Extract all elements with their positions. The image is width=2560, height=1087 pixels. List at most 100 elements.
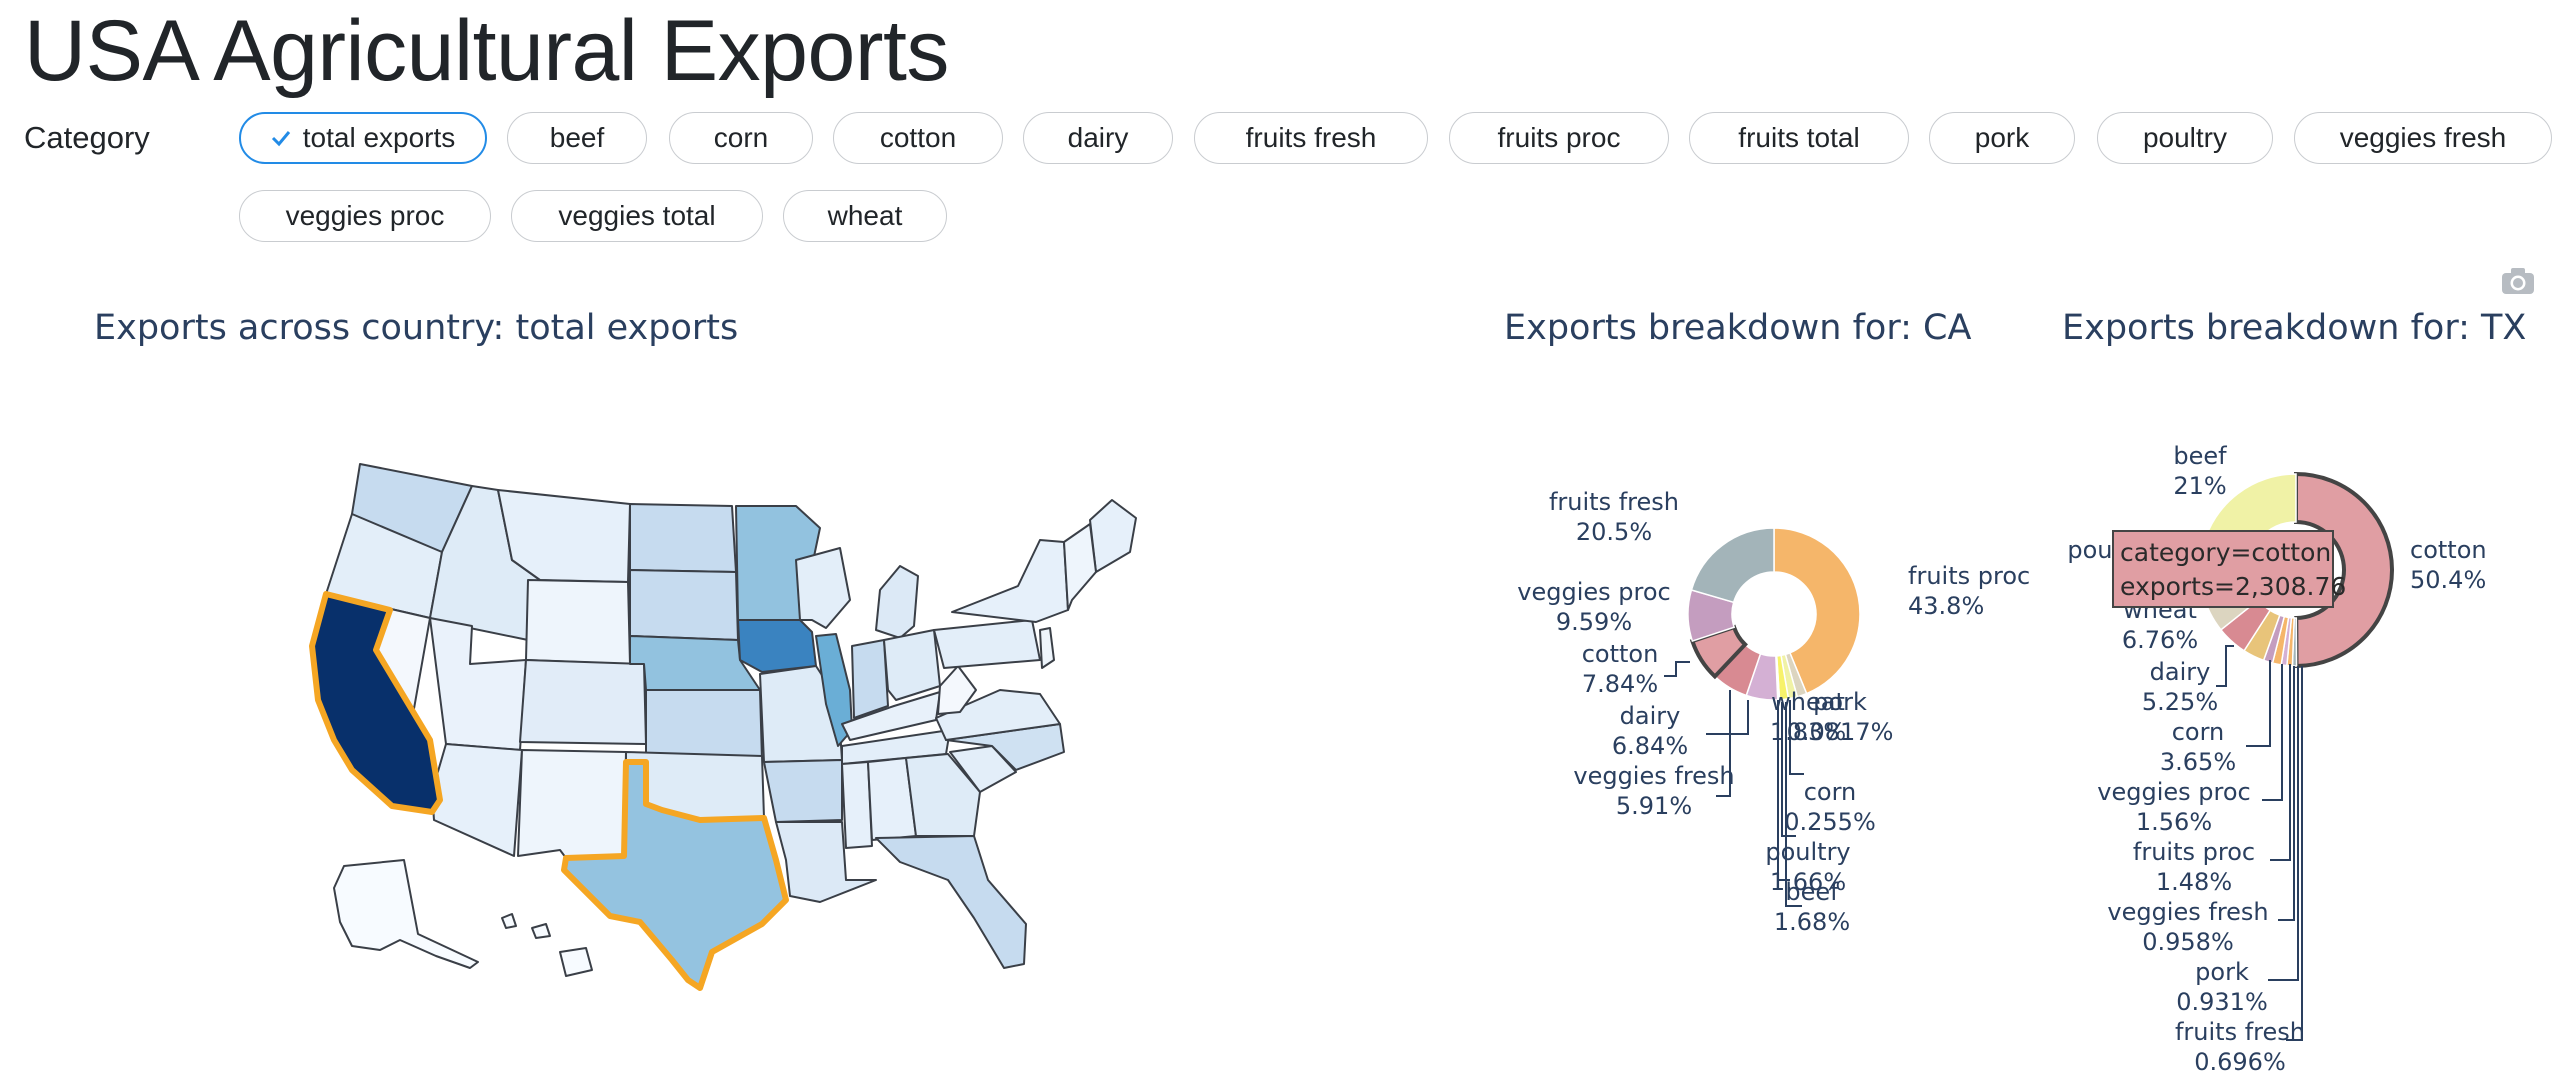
pie-slice-label: veggies fresh 5.91% [1573, 762, 1734, 820]
pie-slice-label: pork 0.0817% [1787, 688, 1894, 746]
pie-leader-line [2270, 664, 2291, 861]
pie-leader-line [1789, 700, 1804, 775]
state-nj [1039, 627, 1055, 669]
map-chart-title: Exports across country: total exports [94, 308, 739, 348]
tx-donut[interactable]: cotton 50.4%fruits fresh 0.696%pork 0.931%v… [2067, 442, 2486, 1076]
category-chip-label: dairy [1067, 122, 1129, 153]
category-chip-label: wheat [827, 200, 903, 231]
category-chip-fruits-fresh[interactable]: fruits fresh [1194, 112, 1428, 164]
category-chip-label: veggies total [558, 200, 716, 231]
state-tx [561, 759, 789, 991]
state-fl [875, 835, 1027, 969]
category-chip-label: pork [1974, 122, 2030, 153]
state-wi [795, 547, 851, 629]
state-mi [875, 565, 919, 639]
category-chip-veggies-proc[interactable]: veggies proc [239, 190, 491, 242]
state-va [935, 689, 1061, 741]
state-ms [841, 761, 873, 849]
pie-slice-label: corn 3.65% [2160, 718, 2236, 776]
pie-slice-label: cotton 50.4% [2410, 536, 2487, 594]
category-chip-beef[interactable]: beef [507, 112, 647, 164]
state-la [775, 821, 877, 903]
state-sc [949, 745, 1017, 793]
state-wv [937, 665, 977, 715]
camera-icon[interactable] [2500, 266, 2536, 296]
pie-leader-line [2262, 664, 2283, 801]
category-chip-veggies-fresh[interactable]: veggies fresh [2294, 112, 2552, 164]
ca-pie-title: Exports breakdown for: CA [1504, 308, 1972, 348]
pie-slice-cotton[interactable] [2294, 471, 2394, 669]
category-chip-label: fruits proc [1497, 122, 1621, 153]
state-oh [883, 629, 941, 701]
category-chip-wheat[interactable]: wheat [783, 190, 947, 242]
pie-slice-label: wheat 6.76% [2122, 596, 2198, 654]
pie-slice-label: poultry 1.66% [1765, 838, 1850, 896]
pie-slice-fruits-fresh[interactable] [1690, 527, 1775, 604]
pie-slice-label: cotton 7.84% [1582, 640, 1659, 698]
category-chip-fruits-total[interactable]: fruits total [1689, 112, 1909, 164]
pie-leader-line [2246, 660, 2271, 747]
category-chip-label: beef [549, 122, 605, 153]
category-chip-label: fruits fresh [1245, 122, 1377, 153]
state-ne-small [1063, 523, 1097, 611]
state-hi-2 [531, 923, 551, 939]
pie-slice-label: wheat 1.83% [1770, 688, 1846, 746]
tx-pie-title: Exports breakdown for: TX [2062, 308, 2527, 348]
category-chip-label: poultry [2142, 122, 2228, 153]
pie-leader-line [1785, 702, 1802, 907]
category-chip-corn[interactable]: corn [669, 112, 813, 164]
ca-donut[interactable]: fruits proc 43.8% wheat 1.83% beef 1.68%poult… [1517, 488, 2030, 936]
hover-tooltip: category=cotton exports=2,308.76 [2112, 530, 2347, 608]
pie-leader-line [2216, 645, 2234, 687]
pie-slice-label: dairy 6.84% [1612, 702, 1688, 760]
pie-slice-label: veggies fresh 0.958% [2107, 898, 2268, 956]
pie-leader-line [1781, 702, 1796, 837]
pie-slice-label: beef 1.68% [1774, 878, 1850, 936]
pie-slice-label: corn 0.255% [1784, 778, 1876, 836]
pie-leader-line [2268, 666, 2299, 981]
pie-leader-line [1777, 700, 1790, 881]
pie-slice-label: fruits fresh 0.696% [2175, 1018, 2305, 1076]
pie-slice-fruits-proc[interactable] [1773, 527, 1861, 695]
category-filter-label: Category [24, 120, 150, 155]
category-chip-label: fruits total [1738, 122, 1860, 153]
category-chip-label: total exports [302, 122, 456, 153]
state-ca [309, 591, 443, 815]
pie-slice-label: pork 0.931% [2176, 958, 2268, 1016]
pie-leader-line [1716, 690, 1731, 797]
category-chip-veggies-total[interactable]: veggies total [511, 190, 763, 242]
pie-slice-label: fruits proc 43.8% [1908, 562, 2030, 620]
category-chip-poultry[interactable]: poultry [2097, 112, 2273, 164]
pie-leader-line [1706, 700, 1749, 735]
pie-leader-line [2286, 666, 2303, 1041]
state-pa [933, 619, 1041, 669]
state-hi-3 [559, 947, 593, 977]
category-chip-total-exports[interactable]: total exports [239, 112, 487, 164]
category-chip-label: veggies fresh [2339, 122, 2507, 153]
category-chip-dairy[interactable]: dairy [1023, 112, 1173, 164]
category-chip-label: veggies proc [285, 200, 445, 231]
state-ga [905, 753, 981, 837]
hover-line-category: category=cotton [2120, 538, 2332, 567]
check-icon [271, 131, 290, 147]
pie-slice-label: fruits fresh 20.5% [1549, 488, 1679, 546]
pie-slice-label: beef 21% [2173, 442, 2227, 500]
category-chip-cotton[interactable]: cotton [833, 112, 1003, 164]
hover-line-exports: exports=2,308.76 [2120, 572, 2347, 601]
state-ar [763, 759, 843, 823]
pie-leader-line [2278, 666, 2295, 921]
state-hi-1 [501, 913, 517, 929]
page-title: USA Agricultural Exports [24, 3, 949, 99]
category-chip-label: corn [713, 122, 769, 153]
pie-slice-label: fruits proc 1.48% [2133, 838, 2255, 896]
category-chip-label: cotton [879, 122, 957, 153]
pie-slice-label: veggies proc 1.56% [2097, 778, 2250, 836]
category-chip-pork[interactable]: pork [1929, 112, 2075, 164]
pie-leader-line [1664, 661, 1690, 677]
state-ak [333, 859, 479, 969]
category-chip-fruits-proc[interactable]: fruits proc [1449, 112, 1669, 164]
state-in [851, 639, 889, 719]
pie-slice-label: veggies proc 9.59% [1517, 578, 1670, 636]
